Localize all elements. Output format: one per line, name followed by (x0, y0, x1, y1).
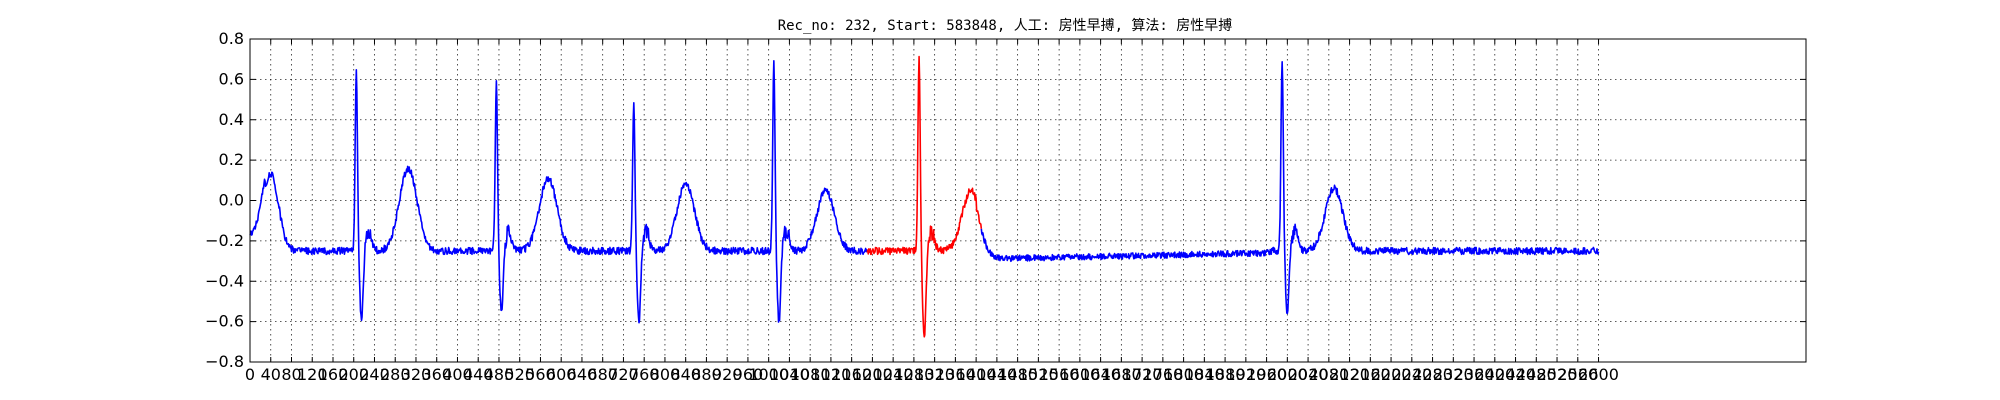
x-tick-label: 1880 (1205, 365, 1246, 384)
x-tick-label: 400 (442, 365, 473, 384)
x-tick-label: 40 (261, 365, 281, 384)
x-tick-label: 1920 (1225, 365, 1266, 384)
x-tick-label: 2280 (1412, 365, 1453, 384)
x-tick-label: 1400 (956, 365, 997, 384)
y-tick-label: 0.4 (219, 110, 244, 129)
x-tick-label: 840 (670, 365, 701, 384)
x-tick-label: 2560 (1557, 365, 1598, 384)
plot-frame (249, 38, 1807, 363)
x-tick-label: 1320 (914, 365, 955, 384)
x-tick-label: 2480 (1516, 365, 1557, 384)
grid-lines (250, 39, 1806, 362)
x-tick-label: 480 (484, 365, 515, 384)
x-tick-label: 640 (567, 365, 598, 384)
x-tick-label: 1800 (1163, 365, 1204, 384)
x-tick-label: 1480 (997, 365, 1038, 384)
x-tick-label: 2120 (1329, 365, 1370, 384)
x-tick-label: 1440 (977, 365, 1018, 384)
x-tick-label: 520 (504, 365, 535, 384)
x-tick-label: 1760 (1142, 365, 1183, 384)
x-tick-label: 2160 (1350, 365, 1391, 384)
x-tick-label: 200 (338, 365, 369, 384)
x-tick-label: 960 (733, 365, 764, 384)
y-tick-label: 0.0 (219, 191, 244, 210)
x-tick-label: 720 (608, 365, 639, 384)
y-tick-label: −0.4 (205, 271, 244, 290)
x-tick-label: 2320 (1433, 365, 1474, 384)
series-line-0-segment-0 (249, 59, 868, 324)
x-tick-label: 1560 (1039, 365, 1080, 384)
x-tick-label: 1680 (1101, 365, 1142, 384)
x-tick-label: 2000 (1267, 365, 1308, 384)
ecg-series (249, 55, 1600, 338)
x-tick-label: 2360 (1454, 365, 1495, 384)
x-tick-label: 1160 (831, 365, 872, 384)
x-tick-label: 440 (463, 365, 494, 384)
x-tick-label: 2520 (1537, 365, 1578, 384)
x-tick-label: 0 (245, 365, 255, 384)
x-tick-label: 1000 (748, 365, 789, 384)
y-tick-label: −0.2 (205, 231, 244, 250)
x-tick-label: 600 (546, 365, 577, 384)
x-tick-label: 2200 (1371, 365, 1412, 384)
x-tick-label: 280 (380, 365, 411, 384)
x-tick-label: 80 (281, 365, 301, 384)
x-tick-label: 2240 (1391, 365, 1432, 384)
y-tick-label: 0.6 (219, 69, 244, 88)
x-tick-label: 560 (525, 365, 556, 384)
x-tick-label: 760 (629, 365, 660, 384)
x-tick-label: 120 (297, 365, 328, 384)
x-tick-label: 880 (691, 365, 722, 384)
x-tick-label: 2080 (1308, 365, 1349, 384)
y-tick-label: 0.8 (219, 29, 244, 48)
x-tick-label: 160 (318, 365, 349, 384)
series-line-1-segment-0 (866, 55, 983, 338)
x-tick-label: 2440 (1495, 365, 1536, 384)
x-tick-label: 1720 (1122, 365, 1163, 384)
y-tick-label: −0.6 (205, 312, 244, 331)
x-tick-label: 1280 (894, 365, 935, 384)
x-tick-label: 1200 (852, 365, 893, 384)
y-tick-label: 0.2 (219, 150, 244, 169)
x-tick-label: 1840 (1184, 365, 1225, 384)
x-tick-label: 1080 (790, 365, 831, 384)
x-tick-label: 680 (587, 365, 618, 384)
x-tick-label: 1960 (1246, 365, 1287, 384)
x-tick-label: 1240 (873, 365, 914, 384)
x-tick-label: 360 (421, 365, 452, 384)
x-tick-label: 1120 (811, 365, 852, 384)
x-tick-label: 320 (401, 365, 432, 384)
y-axis: 0.8 0.6 0.4 0.2 0.0 −0.2 −0.4 −0.6 −0.8 (205, 29, 1806, 371)
chart-title: Rec_no: 232, Start: 583848, 人工: 房性早搏, 算法… (778, 17, 1233, 34)
y-tick-label: −0.8 (205, 352, 244, 371)
x-tick-label: 800 (650, 365, 681, 384)
x-tick-label: 1520 (1018, 365, 1059, 384)
x-tick-label: 2040 (1288, 365, 1329, 384)
x-axis: 0 40 8012016020024028032036040044048052056… (245, 39, 1619, 384)
x-tick-label: 2400 (1474, 365, 1515, 384)
x-tick-label: 240 (359, 365, 390, 384)
series-line-0-segment-1 (980, 60, 1600, 315)
x-tick-label: 920 (712, 365, 743, 384)
x-tick-label: 2600 (1578, 365, 1619, 384)
x-tick-label: 1640 (1080, 365, 1121, 384)
x-tick-label: 1600 (1060, 365, 1101, 384)
x-tick-label: 1360 (935, 365, 976, 384)
x-tick-label: 1040 (769, 365, 810, 384)
